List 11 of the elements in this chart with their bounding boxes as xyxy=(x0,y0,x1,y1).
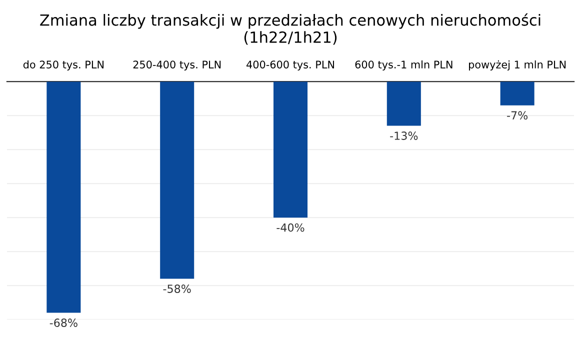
x-tick-label: 400-600 tys. PLN xyxy=(246,60,334,70)
x-tick-label: powyżej 1 mln PLN xyxy=(469,60,566,70)
x-tick-label: 600 tys.-1 mln PLN xyxy=(355,60,452,70)
data-label: -68% xyxy=(50,318,78,327)
data-label: -40% xyxy=(276,223,304,232)
data-label: -58% xyxy=(163,284,191,293)
x-tick-label: 250-400 tys. PLN xyxy=(133,60,221,70)
chart-title: Zmiana liczby transakcji w przedziałach cenowych nieruchomości (1h22/1h21) xyxy=(40,13,540,45)
data-label: -13% xyxy=(390,132,418,140)
x-tick-label: do 250 tys. PLN xyxy=(23,60,104,70)
data-label: -7% xyxy=(507,111,528,120)
